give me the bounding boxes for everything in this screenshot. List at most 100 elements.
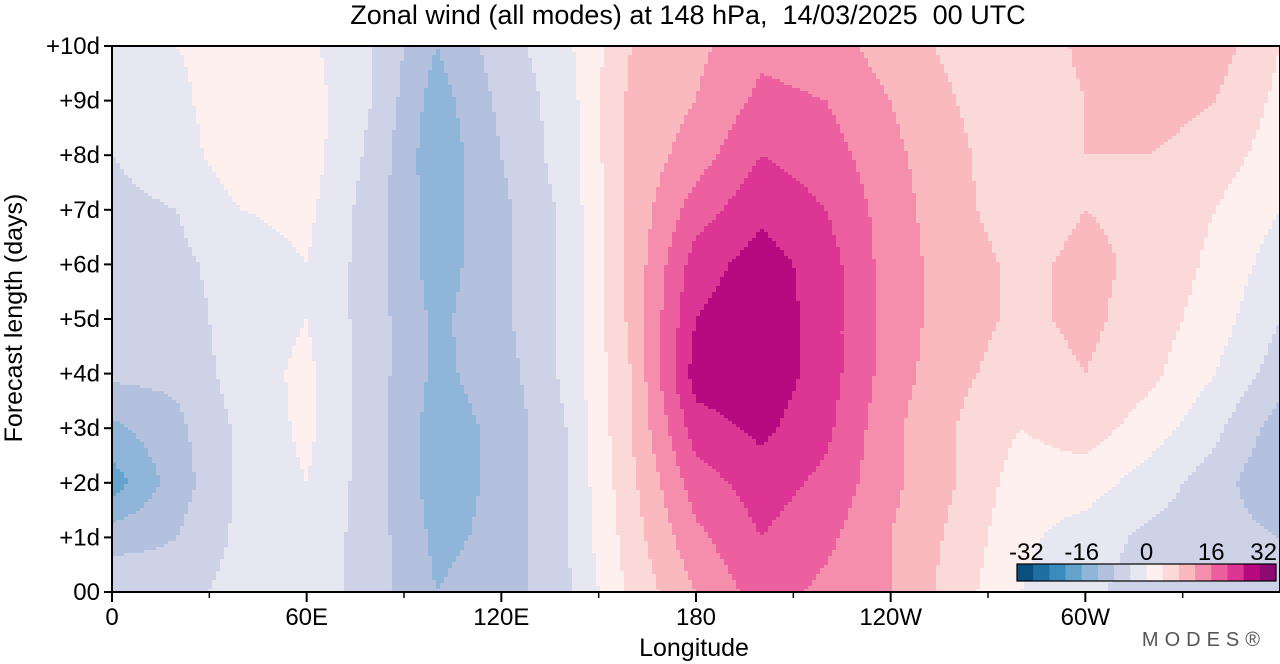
- colorbar-swatch: [1259, 564, 1277, 581]
- field-cell: [1276, 535, 1280, 539]
- field-cell: [996, 328, 1061, 332]
- field-cell: [1076, 67, 1229, 71]
- field-cell: [1100, 496, 1177, 500]
- field-cell: [672, 445, 693, 449]
- field-cell: [876, 316, 925, 320]
- field-cell: [676, 337, 693, 341]
- field-cell: [392, 331, 429, 335]
- field-cell: [844, 286, 877, 290]
- field-cell: [420, 412, 473, 416]
- field-cell: [1076, 355, 1093, 359]
- field-cell: [464, 238, 513, 242]
- field-cell: [984, 226, 1077, 230]
- field-cell: [536, 88, 577, 92]
- field-cell: [528, 559, 569, 563]
- field-cell: [112, 64, 185, 68]
- field-cell: [796, 493, 857, 497]
- field-cell: [212, 325, 305, 329]
- field-cell: [660, 376, 677, 380]
- field-cell: [848, 148, 905, 152]
- field-cell: [124, 169, 213, 173]
- field-cell: [876, 355, 921, 359]
- field-cell: [556, 310, 585, 314]
- field-cell: [392, 580, 437, 584]
- field-cell: [188, 241, 293, 245]
- field-cell: [1132, 469, 1197, 473]
- field-cell: [388, 409, 425, 413]
- field-cell: [1208, 232, 1269, 236]
- field-cell: [352, 334, 393, 338]
- field-cell: [388, 253, 421, 257]
- field-cell: [480, 487, 529, 491]
- field-cell: [816, 469, 861, 473]
- field-cell: [844, 271, 877, 275]
- field-cell: [584, 292, 605, 296]
- field-cell: [1104, 493, 1177, 497]
- field-cell: [684, 199, 729, 203]
- field-cell: [872, 235, 921, 239]
- field-cell: [724, 271, 797, 275]
- field-cell: [368, 118, 397, 122]
- field-cell: [556, 271, 585, 275]
- field-cell: [320, 46, 373, 50]
- field-cell: [352, 322, 393, 326]
- field-cell: [196, 478, 233, 482]
- field-cell: [1188, 121, 1261, 125]
- field-cell: [908, 409, 961, 413]
- field-cell: [728, 202, 821, 206]
- field-cell: [584, 304, 605, 308]
- field-cell: [1084, 370, 1089, 374]
- field-cell: [188, 67, 325, 71]
- field-cell: [1264, 241, 1280, 245]
- field-cell: [1064, 247, 1113, 251]
- field-cell: [220, 379, 285, 383]
- field-cell: [912, 187, 977, 191]
- field-cell: [512, 220, 557, 224]
- field-cell: [388, 205, 421, 209]
- field-cell: [584, 352, 609, 356]
- field-cell: [732, 196, 817, 200]
- field-cell: [660, 172, 705, 176]
- field-cell: [112, 349, 213, 353]
- field-cell: [392, 571, 433, 575]
- field-cell: [224, 556, 345, 560]
- field-cell: [576, 67, 601, 71]
- field-cell: [584, 373, 609, 377]
- field-cell: [904, 463, 957, 467]
- field-cell: [464, 151, 501, 155]
- field-cell: [164, 544, 229, 548]
- field-cell: [824, 457, 865, 461]
- field-cell: [392, 535, 429, 539]
- field-cell: [900, 124, 965, 128]
- field-cell: [800, 340, 845, 344]
- field-cell: [156, 472, 197, 476]
- field-cell: [624, 181, 661, 185]
- field-cell: [616, 505, 641, 509]
- field-cell: [352, 364, 393, 368]
- x-tick-label: 120E: [473, 604, 529, 631]
- field-cell: [344, 571, 393, 575]
- field-cell: [556, 340, 585, 344]
- field-cell: [344, 574, 393, 578]
- field-cell: [1212, 376, 1257, 380]
- field-cell: [196, 259, 305, 263]
- field-cell: [564, 415, 589, 419]
- field-cell: [1252, 145, 1280, 149]
- field-cell: [772, 160, 857, 164]
- field-cell: [664, 391, 677, 395]
- field-cell: [396, 124, 421, 128]
- field-cell: [1216, 445, 1257, 449]
- field-cell: [916, 370, 981, 374]
- field-cell: [1224, 346, 1269, 350]
- field-cell: [660, 184, 697, 188]
- field-cell: [632, 373, 645, 377]
- field-cell: [1072, 49, 1237, 53]
- field-cell: [1264, 358, 1280, 362]
- field-cell: [624, 229, 649, 233]
- field-cell: [388, 289, 425, 293]
- field-cell: [232, 517, 349, 521]
- field-cell: [584, 346, 605, 350]
- field-cell: [1112, 283, 1193, 287]
- field-cell: [864, 451, 905, 455]
- field-cell: [140, 508, 189, 512]
